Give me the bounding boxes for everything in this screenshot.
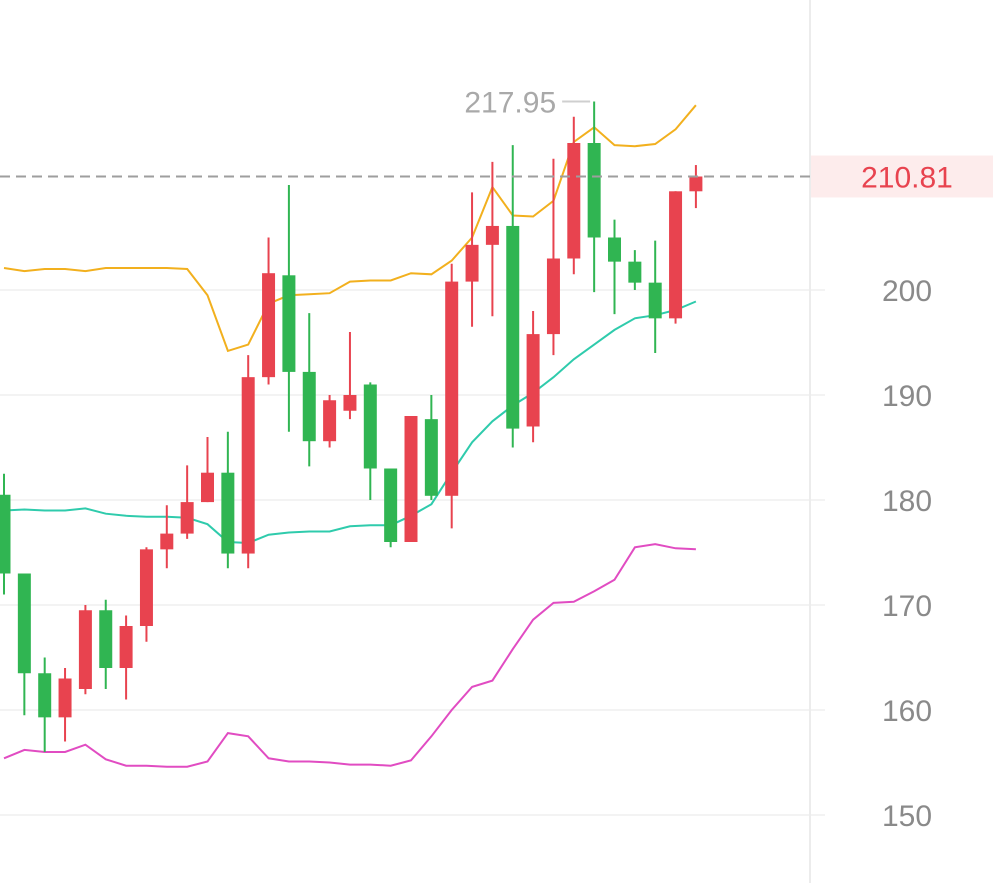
candle-body bbox=[363, 384, 377, 469]
candle[interactable] bbox=[404, 416, 418, 542]
current-price-label-background bbox=[811, 155, 993, 198]
y-tick-label: 160 bbox=[882, 695, 932, 728]
candle-body bbox=[323, 400, 337, 442]
candle-body bbox=[38, 673, 52, 718]
candle[interactable] bbox=[567, 116, 581, 275]
candle[interactable] bbox=[608, 219, 621, 315]
candle[interactable] bbox=[323, 395, 337, 448]
y-tick-label: 170 bbox=[882, 590, 932, 623]
candle[interactable] bbox=[587, 101, 601, 293]
candle[interactable] bbox=[160, 505, 174, 569]
middle-band-line bbox=[3, 300, 697, 545]
candle-body bbox=[445, 281, 459, 496]
upper-band-line bbox=[3, 104, 697, 353]
candle-body bbox=[343, 395, 357, 411]
candle-body bbox=[0, 494, 11, 574]
candle[interactable] bbox=[526, 311, 540, 443]
candle-body bbox=[546, 258, 560, 335]
candle-body bbox=[506, 225, 520, 429]
candle[interactable] bbox=[689, 165, 703, 209]
candle[interactable] bbox=[139, 547, 153, 642]
candle-body bbox=[302, 371, 316, 442]
y-axis-ticks: 200 190 180 170 160 150 bbox=[882, 275, 932, 833]
candle[interactable] bbox=[99, 599, 113, 689]
candle-body bbox=[282, 275, 296, 372]
candle-body bbox=[587, 143, 601, 238]
current-price-label: 210.81 bbox=[861, 161, 953, 194]
y-tick-label: 200 bbox=[882, 275, 932, 308]
candle-body bbox=[526, 334, 540, 427]
candle[interactable] bbox=[424, 395, 438, 500]
candle[interactable] bbox=[485, 161, 499, 317]
candle[interactable] bbox=[221, 431, 235, 569]
candle-body bbox=[241, 377, 255, 554]
candle[interactable] bbox=[343, 332, 357, 420]
candle-body bbox=[221, 472, 235, 554]
candle[interactable] bbox=[119, 615, 133, 700]
candle-body bbox=[669, 191, 683, 319]
bollinger-bands bbox=[3, 104, 697, 768]
high-marker-label: 217.95 bbox=[464, 87, 556, 120]
candle[interactable] bbox=[0, 473, 11, 595]
candle-body bbox=[58, 678, 72, 718]
candle[interactable] bbox=[628, 250, 642, 290]
candle[interactable] bbox=[465, 192, 479, 327]
candle-body bbox=[160, 533, 174, 550]
candle[interactable] bbox=[506, 145, 520, 448]
candle[interactable] bbox=[17, 573, 31, 716]
candle[interactable] bbox=[669, 191, 683, 324]
candle[interactable] bbox=[546, 158, 560, 356]
candle-body bbox=[201, 472, 214, 503]
candle-body bbox=[262, 273, 276, 378]
candle-body bbox=[424, 419, 438, 496]
candle[interactable] bbox=[262, 237, 276, 385]
candle-body bbox=[384, 468, 398, 542]
candles-layer bbox=[0, 101, 703, 753]
candle-body bbox=[485, 225, 499, 245]
candle[interactable] bbox=[201, 437, 214, 503]
candle[interactable] bbox=[363, 382, 377, 500]
candle-body bbox=[465, 244, 479, 282]
candle[interactable] bbox=[384, 468, 398, 548]
candle[interactable] bbox=[78, 605, 92, 695]
grid-layer bbox=[0, 289, 825, 816]
candle-body bbox=[119, 626, 133, 668]
candle-body bbox=[180, 502, 194, 534]
y-tick-label: 150 bbox=[882, 800, 932, 833]
candle-body bbox=[689, 176, 703, 192]
candle[interactable] bbox=[445, 263, 459, 529]
candle[interactable] bbox=[282, 185, 296, 432]
candle-body bbox=[567, 143, 581, 259]
candle[interactable] bbox=[648, 240, 662, 353]
lower-band-line bbox=[3, 543, 696, 768]
candle[interactable] bbox=[38, 657, 52, 753]
candle[interactable] bbox=[241, 355, 255, 569]
candle[interactable] bbox=[302, 313, 316, 467]
candle[interactable] bbox=[58, 668, 72, 742]
candle-body bbox=[608, 237, 621, 262]
candle[interactable] bbox=[180, 465, 194, 539]
candle-body bbox=[17, 573, 31, 674]
y-tick-label: 180 bbox=[882, 485, 932, 518]
candle-body bbox=[404, 416, 418, 542]
candle-body bbox=[139, 549, 153, 626]
y-tick-label: 190 bbox=[882, 380, 932, 413]
candle-body bbox=[78, 610, 92, 689]
candle-body bbox=[99, 610, 113, 668]
candle-body bbox=[628, 261, 642, 283]
candle-body bbox=[648, 282, 662, 319]
